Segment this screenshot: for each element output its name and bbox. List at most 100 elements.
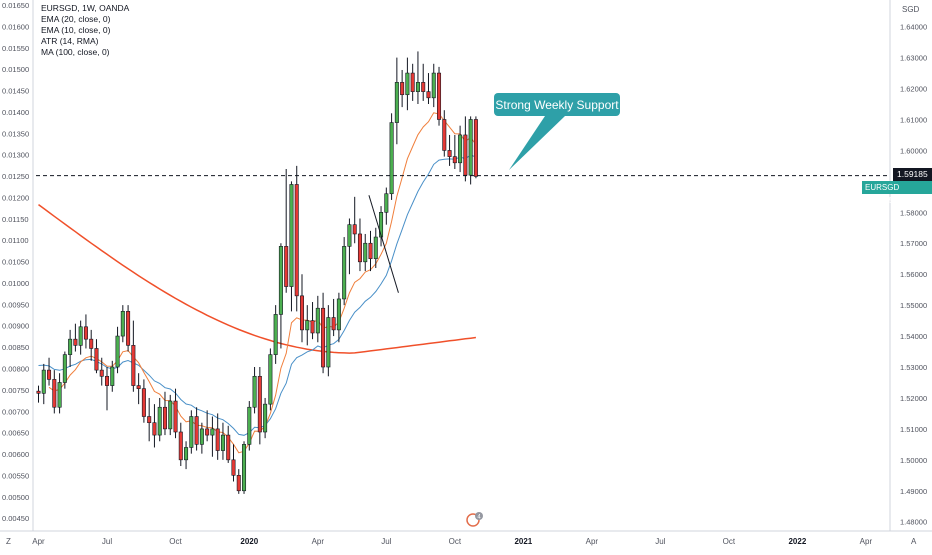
left-axis-tick: 0.00600 bbox=[2, 450, 29, 459]
candle-down bbox=[257, 375, 262, 433]
candle-up bbox=[468, 119, 473, 176]
left-axis-tick: 0.01550 bbox=[2, 44, 29, 53]
candle-down bbox=[141, 388, 146, 417]
candle-up bbox=[247, 406, 252, 445]
candle-down bbox=[36, 390, 41, 394]
candle-down bbox=[294, 184, 299, 297]
candle-up bbox=[68, 338, 73, 355]
legend-ema10[interactable]: EMA (10, close, 0) bbox=[41, 25, 111, 35]
left-axis-tick: 0.01400 bbox=[2, 108, 29, 117]
time-axis-tick: Jul bbox=[102, 537, 112, 546]
candle-down bbox=[437, 72, 442, 120]
candle-up bbox=[157, 406, 162, 436]
left-axis-tick: 0.00450 bbox=[2, 514, 29, 523]
legend-atr[interactable]: ATR (14, RMA) bbox=[41, 36, 99, 46]
right-axis-tick: 1.50000 bbox=[900, 456, 927, 465]
candle-down bbox=[442, 119, 447, 151]
right-axis-tick: 1.49000 bbox=[900, 487, 927, 496]
candle-up bbox=[62, 354, 67, 383]
time-axis-tick: Apr bbox=[312, 537, 325, 546]
ema20-line bbox=[38, 154, 477, 436]
left-axis-tick: 0.01200 bbox=[2, 193, 29, 202]
candle-down bbox=[231, 459, 236, 476]
candle-up bbox=[242, 444, 247, 492]
candle-down bbox=[52, 379, 57, 408]
candle-up bbox=[268, 354, 273, 405]
candle-up bbox=[415, 82, 420, 92]
candle-down bbox=[99, 369, 104, 377]
candle-up bbox=[379, 212, 384, 238]
left-axis-tick: 0.00750 bbox=[2, 386, 29, 395]
candle-down bbox=[463, 134, 468, 176]
candle-up bbox=[199, 428, 204, 445]
right-axis-tick: 1.54000 bbox=[900, 332, 927, 341]
candle-down bbox=[162, 406, 167, 430]
time-axis-tick: Apr bbox=[32, 537, 45, 546]
candle-up bbox=[342, 246, 347, 300]
right-axis-tick: 1.52000 bbox=[900, 394, 927, 403]
left-axis-tick: 0.00800 bbox=[2, 364, 29, 373]
candle-up bbox=[384, 193, 389, 213]
candle-down bbox=[236, 475, 241, 492]
left-axis-tick: 0.01600 bbox=[2, 22, 29, 31]
candle-down bbox=[89, 338, 94, 349]
candle-down bbox=[473, 119, 478, 177]
left-axis-tick: 0.00950 bbox=[2, 300, 29, 309]
right-axis-tick: 1.63000 bbox=[900, 54, 927, 63]
candle-down bbox=[357, 233, 362, 263]
candle-up bbox=[458, 134, 463, 164]
time-axis-tick: Oct bbox=[449, 537, 462, 546]
candle-up bbox=[347, 224, 352, 247]
candle-up bbox=[389, 122, 394, 195]
candle-up bbox=[220, 434, 225, 451]
left-axis-tick: 0.01450 bbox=[2, 87, 29, 96]
legend-ma100[interactable]: MA (100, close, 0) bbox=[41, 47, 110, 57]
time-axis-tick: 2020 bbox=[240, 537, 258, 546]
candle-down bbox=[426, 91, 431, 99]
corner-left-z[interactable]: Z bbox=[6, 537, 11, 546]
left-axis-tick: 0.01350 bbox=[2, 129, 29, 138]
time-axis-tick: Jul bbox=[655, 537, 665, 546]
symbol-price-tag: EURSGD 1.59159 bbox=[862, 181, 932, 205]
right-axis-tick: 1.58000 bbox=[900, 208, 927, 217]
right-axis-currency: SGD bbox=[902, 5, 920, 14]
left-axis-tick: 0.00500 bbox=[2, 493, 29, 502]
callout-label[interactable]: Strong Weekly Support bbox=[494, 93, 620, 116]
candle-up bbox=[305, 320, 310, 331]
right-axis-tick: 1.55000 bbox=[900, 301, 927, 310]
candle-down bbox=[368, 242, 373, 260]
candle-up bbox=[57, 382, 62, 408]
candle-down bbox=[310, 320, 315, 334]
legend-symbol[interactable]: EURSGD, 1W, OANDA bbox=[41, 3, 130, 13]
candle-up bbox=[431, 72, 436, 99]
corner-right-a[interactable]: A bbox=[911, 537, 917, 546]
candle-down bbox=[173, 400, 178, 433]
candle-down bbox=[47, 369, 52, 380]
left-axis-tick: 0.01050 bbox=[2, 258, 29, 267]
candle-up bbox=[110, 366, 115, 386]
legend-ema20[interactable]: EMA (20, close, 0) bbox=[41, 14, 111, 24]
right-axis-tick: 1.48000 bbox=[900, 518, 927, 527]
candle-up bbox=[78, 326, 83, 346]
candle-down bbox=[126, 311, 131, 346]
right-axis-tick: 1.53000 bbox=[900, 363, 927, 372]
candle-down bbox=[284, 246, 289, 287]
left-axis-tick: 0.00650 bbox=[2, 429, 29, 438]
candle-up bbox=[289, 184, 294, 287]
right-axis-tick: 1.61000 bbox=[900, 115, 927, 124]
candle-up bbox=[184, 447, 189, 461]
trendline bbox=[368, 195, 399, 293]
candle-down bbox=[83, 326, 88, 340]
candle-down bbox=[73, 338, 78, 346]
left-axis-tick: 0.00700 bbox=[2, 407, 29, 416]
time-axis-tick: Apr bbox=[586, 537, 599, 546]
right-axis-tick: 1.60000 bbox=[900, 146, 927, 155]
candle-down bbox=[131, 345, 136, 386]
candle-up bbox=[363, 242, 368, 263]
candle-down bbox=[331, 317, 336, 331]
candle-down bbox=[205, 428, 210, 436]
symbol-tag-name: EURSGD bbox=[865, 183, 900, 192]
left-axis-tick: 0.00550 bbox=[2, 471, 29, 480]
